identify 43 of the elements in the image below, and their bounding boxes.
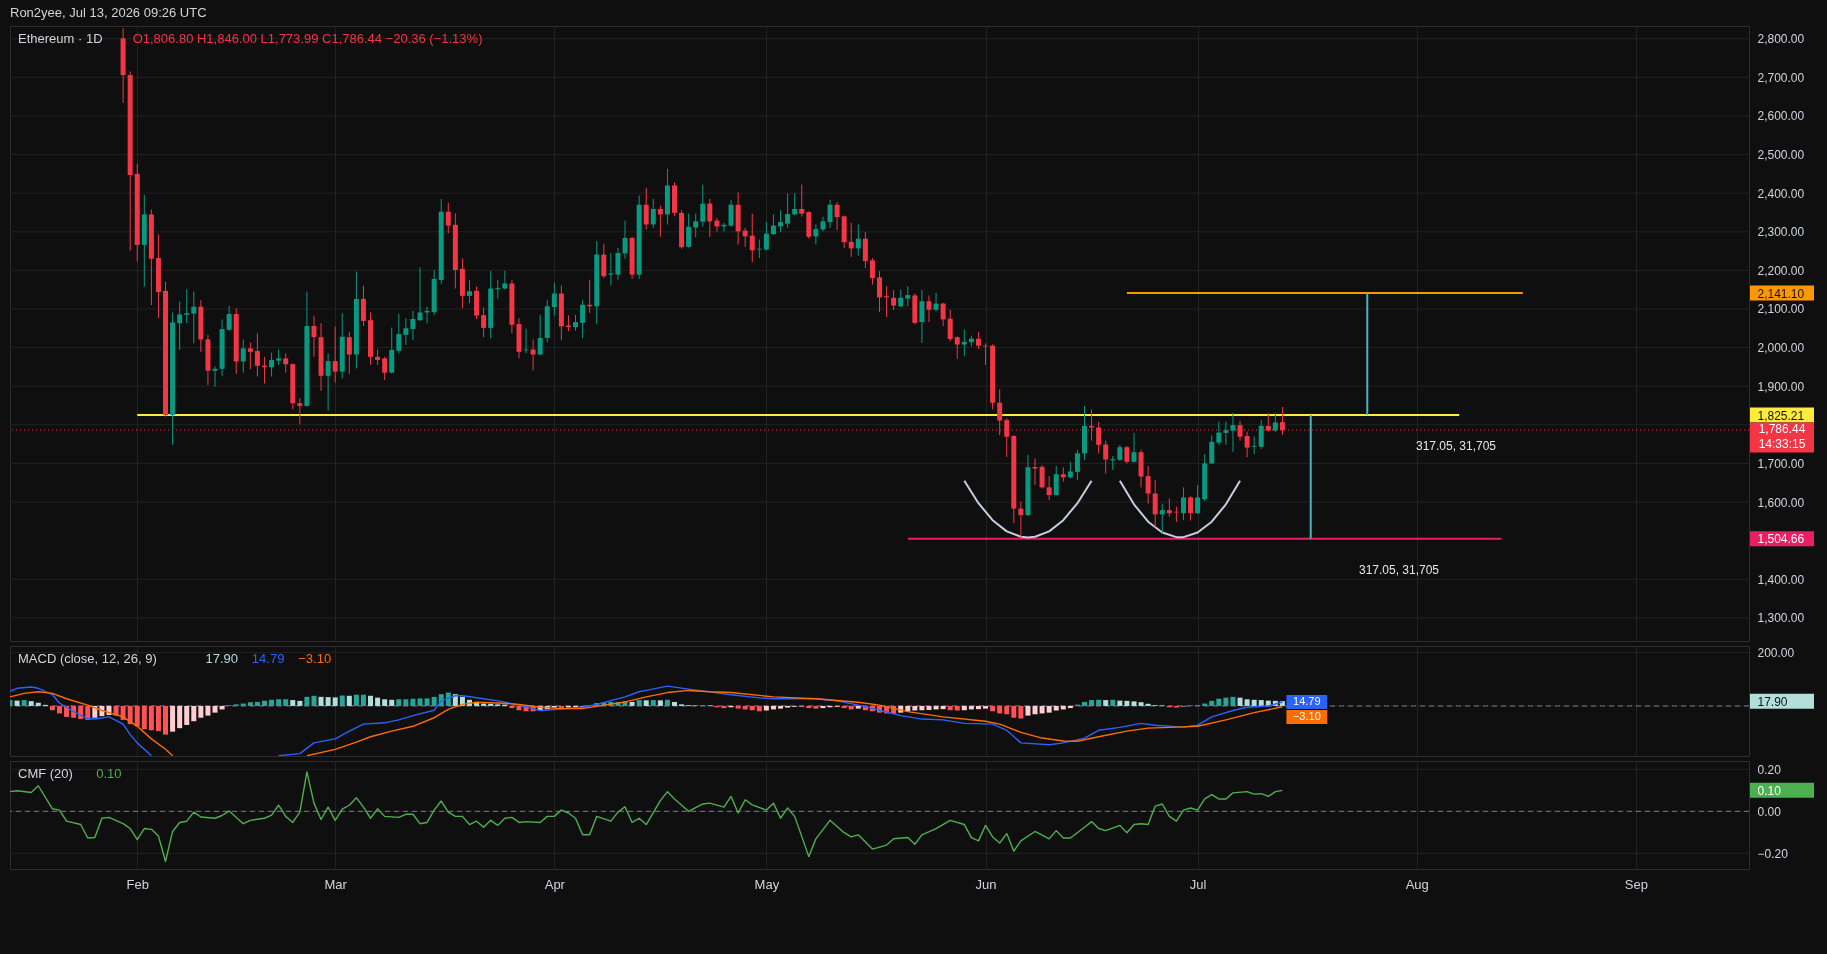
y-tick-label: 2,400.00 [1757,186,1805,201]
x-tick-label: Sep [1624,876,1648,892]
chart-subtitle: 0.10 [96,766,122,781]
x-tick-label: Jun [975,876,997,892]
y-tick-label: 2,200.00 [1757,263,1805,278]
text: Ron2yee, Jul 13, 2026 09:26 UTC [10,5,207,20]
y-tick-label: 1,700.00 [1757,456,1805,471]
y-tick-label: 1,825.21 [1757,408,1805,423]
y-tick-label: 2,800.00 [1757,32,1805,47]
y-tick-label: 1,400.00 [1757,572,1805,587]
y-tick-label: −0.20 [1757,846,1789,861]
x-tick-label: Aug [1405,876,1429,892]
chart-title: CMF (20) [18,766,73,781]
y-tick-label: 200.00 [1757,645,1795,660]
y-tick-label: 17.90 [1757,694,1788,709]
y-tick-label: 2,700.00 [1757,70,1805,85]
annotation: 317.05, 31,705 [1358,563,1440,577]
y-tick-label: 1,900.00 [1757,379,1805,394]
x-tick-label: Jul [1189,876,1207,892]
chart-title: Ethereum · 1D [18,31,103,46]
y-tick-label: 1,600.00 [1757,495,1805,510]
y-tick-label: 2,600.00 [1757,109,1805,124]
y-tick-label: 1,504.66 [1757,532,1805,547]
y-tick-label: 2,141.10 [1757,286,1805,301]
y-tick-label: 2,100.00 [1757,302,1805,317]
chart-title: MACD (close, 12, 26, 9) [18,651,157,666]
y-tick-label: 0.10 [1757,783,1782,798]
annotation: 317.05, 31,705 [1415,439,1497,453]
y-tick-label: 0.00 [1757,804,1782,819]
x-tick-label: Mar [324,876,348,892]
y-tick-label: 1,300.00 [1757,611,1805,626]
y-tick-label: 2,500.00 [1757,148,1805,163]
chart-subtitle: 17.90 14.79 −3.10 [205,651,332,666]
y-tick-label: 0.20 [1757,762,1782,777]
y-tick-label: 2,000.00 [1757,341,1805,356]
chart-subtitle: O1,806.80 H1,846.00 L1,773.99 C1,786.44 −20.36 (−1.13%) [132,31,483,46]
x-tick-label: Feb [126,876,149,892]
x-tick-label: Apr [544,876,566,892]
ref-line-label: 1,786.44 14:33:15 [1758,422,1806,452]
y-tick-label: 2,300.00 [1757,225,1805,240]
x-tick-label: May [754,876,780,892]
data-label: 14.79 [1293,694,1321,707]
data-label: −3.10 [1292,709,1321,722]
